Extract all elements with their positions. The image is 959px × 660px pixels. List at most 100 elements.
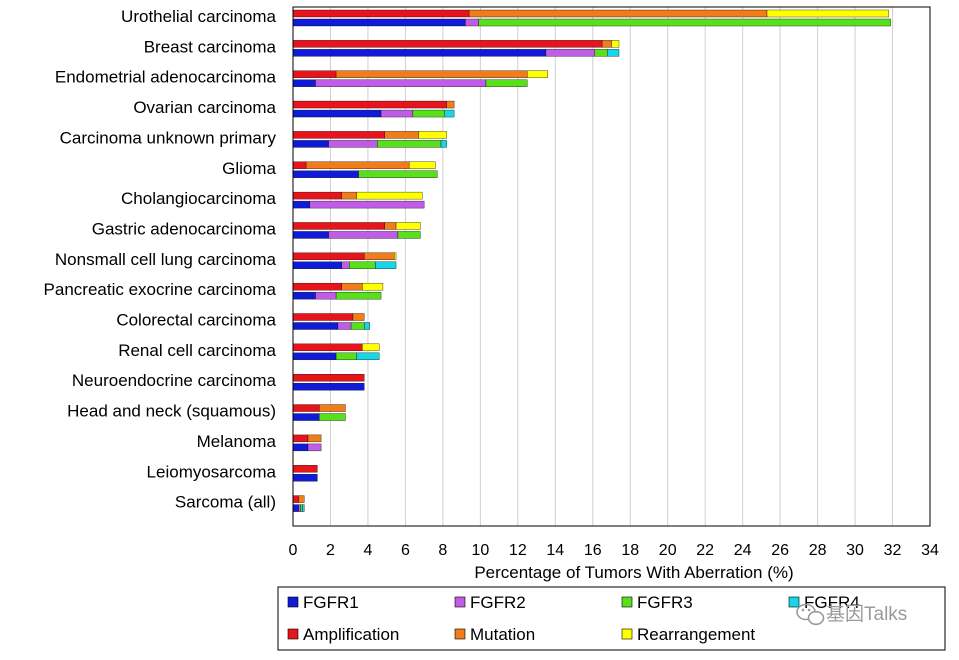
gene-fgfr4-bar: [356, 352, 380, 361]
legend-swatch: [454, 596, 466, 608]
plot-frame: [292, 6, 931, 527]
aberration-mutation-bar: [335, 70, 528, 78]
aberration-amplification-bar: [292, 252, 365, 260]
gene-fgfr4-bar: [607, 49, 620, 57]
watermark: 基因Talks: [796, 603, 907, 626]
gene-fgfr1-bar: [292, 383, 365, 391]
legend-label: FGFR3: [637, 593, 693, 612]
aberration-amplification-bar: [292, 40, 603, 48]
category-label: Ovarian carcinoma: [133, 98, 276, 117]
gene-fgfr2-bar: [307, 443, 322, 452]
x-tick-label: 18: [621, 542, 639, 559]
category-label: Colorectal carcinoma: [116, 311, 276, 330]
gene-fgfr1-bar: [292, 109, 382, 118]
legend-label: FGFR2: [470, 593, 526, 612]
aberration-rearrangement-bar: [408, 161, 436, 169]
aberration-mutation-bar: [446, 100, 455, 109]
gene-fgfr2-bar: [380, 109, 414, 118]
category-label: Sarcoma (all): [175, 493, 276, 512]
legend-label: FGFR4: [804, 593, 860, 612]
aberration-rearrangement-bar: [362, 343, 380, 352]
gene-fgfr1-bar: [292, 352, 337, 361]
legend-swatch: [788, 596, 800, 608]
gene-fgfr3-bar: [335, 291, 382, 300]
x-tick-label: 14: [546, 542, 564, 559]
category-label: Breast carcinoma: [144, 37, 277, 56]
gene-fgfr1-bar: [292, 322, 339, 330]
gene-fgfr2-bar: [298, 504, 301, 512]
aberration-mutation-bar: [298, 495, 305, 503]
aberration-rearrangement-bar: [611, 40, 620, 48]
aberration-mutation-bar: [468, 9, 768, 18]
aberration-amplification-bar: [292, 100, 447, 109]
legend-swatch: [287, 596, 299, 608]
x-tick-label: 8: [438, 542, 447, 559]
x-tick-label: 6: [401, 542, 410, 559]
watermark-text: 基因Talks: [826, 603, 907, 625]
category-label: Renal cell carcinoma: [118, 341, 276, 360]
category-label: Carcinoma unknown primary: [60, 128, 277, 147]
aberration-rearrangement-bar: [527, 70, 548, 78]
gene-fgfr1-bar: [292, 413, 320, 421]
category-label: Neuroendocrine carcinoma: [72, 371, 277, 390]
gene-fgfr3-bar: [377, 140, 442, 148]
gene-fgfr4-bar: [375, 261, 397, 269]
gene-fgfr3-bar: [412, 109, 445, 118]
gene-fgfr1-bar: [292, 474, 318, 482]
gene-fgfr1-bar: [292, 443, 309, 452]
x-tick-label: 30: [846, 542, 864, 559]
gene-fgfr3-bar: [350, 322, 365, 330]
gene-fgfr2-bar: [337, 322, 352, 330]
gene-fgfr3-bar: [335, 352, 357, 361]
gene-fgfr3-bar: [319, 413, 346, 421]
x-axis-title: Percentage of Tumors With Aberration (%): [474, 563, 793, 582]
gene-fgfr3-bar: [397, 231, 421, 239]
legend: FGFR1 FGFR2 FGFR3 FGFR4 Amplification Mutatio…: [287, 593, 860, 644]
gene-fgfr1-bar: [292, 261, 342, 269]
aberration-mutation-bar: [341, 191, 357, 200]
x-tick-label: 12: [509, 542, 527, 559]
x-tick-label: 10: [471, 542, 489, 559]
legend-label: Mutation: [470, 625, 535, 644]
x-tick-label: 34: [921, 542, 939, 559]
gene-fgfr4-bar: [364, 322, 370, 330]
bars: [292, 9, 891, 512]
gene-fgfr2-bar: [315, 291, 337, 300]
aberration-mutation-bar: [384, 131, 419, 139]
gene-fgfr4-bar: [444, 109, 455, 118]
gene-fgfr3-bar: [478, 18, 891, 27]
aberration-rearrangement-bar: [356, 191, 423, 200]
x-tick-label: 16: [584, 542, 602, 559]
aberration-amplification-bar: [292, 131, 385, 139]
aberration-amplification-bar: [292, 374, 365, 382]
legend-label: Amplification: [303, 625, 399, 644]
gene-fgfr2-bar: [465, 18, 479, 27]
gene-fgfr4-bar: [302, 504, 305, 512]
x-tick-label: 28: [809, 542, 827, 559]
gene-fgfr4-bar: [440, 140, 447, 148]
x-tick-label: 32: [884, 542, 902, 559]
legend-swatch: [287, 628, 299, 640]
legend-label: FGFR1: [303, 593, 359, 612]
gene-fgfr3-bar: [594, 49, 608, 57]
aberration-mutation-bar: [364, 252, 395, 260]
gene-fgfr1-bar: [292, 291, 316, 300]
category-label: Endometrial adenocarcinoma: [55, 68, 277, 87]
x-tick-label: 22: [696, 542, 714, 559]
aberration-amplification-bar: [292, 222, 385, 230]
aberration-amplification-bar: [292, 465, 318, 473]
aberration-rearrangement-bar: [362, 282, 384, 291]
gene-fgfr2-bar: [309, 200, 425, 209]
x-tick-label: 24: [734, 542, 752, 559]
aberration-rearrangement-bar: [395, 222, 421, 230]
aberration-mutation-bar: [307, 434, 322, 443]
category-label: Glioma: [222, 159, 276, 178]
category-labels: Urothelial carcinoma Breast carcinoma Endo…: [44, 7, 277, 512]
aberration-amplification-bar: [292, 434, 309, 443]
category-label: Gastric adenocarcinoma: [92, 219, 277, 238]
legend-label: Rearrangement: [637, 625, 755, 644]
gene-fgfr2-bar: [545, 49, 595, 57]
category-label: Urothelial carcinoma: [121, 7, 276, 26]
x-tick-label: 0: [289, 542, 298, 559]
